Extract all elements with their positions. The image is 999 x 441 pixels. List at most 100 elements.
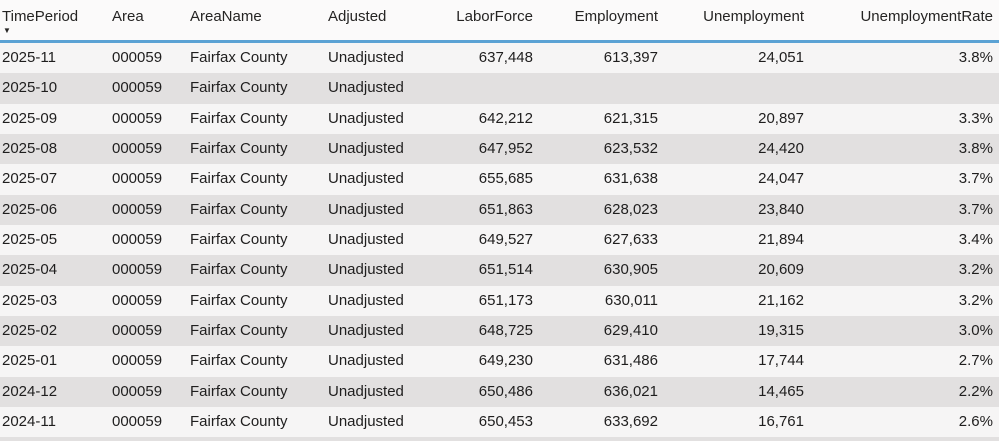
table-cell: 649,527 xyxy=(478,231,533,249)
table-cell: 649,230 xyxy=(478,352,533,370)
table-cell: Fairfax County xyxy=(190,79,288,97)
table-cell: 3.0% xyxy=(958,322,993,340)
table-cell: 000059 xyxy=(112,413,163,431)
table-cell: 642,212 xyxy=(478,109,533,127)
table-row: 2025-08 000059 Fairfax County Unadjusted 647… xyxy=(0,134,999,165)
table-row: 2024-11 000059 Fairfax County Unadjusted 650… xyxy=(0,407,999,438)
table-cell: 628,023 xyxy=(603,200,658,218)
table-cell: 17,744 xyxy=(758,352,804,370)
table-cell: Unadjusted xyxy=(328,231,404,249)
table-cell: 2025-04 xyxy=(2,261,58,279)
table-cell: 000059 xyxy=(112,170,163,188)
table-cell: 2025-02 xyxy=(2,322,58,340)
table-cell: 631,486 xyxy=(603,352,658,370)
table-cell xyxy=(804,73,999,103)
table-cell: Unadjusted xyxy=(328,79,404,97)
table-cell: Fairfax County xyxy=(190,261,288,279)
table-cell: 651,514 xyxy=(478,261,533,279)
table-cell: 2.2% xyxy=(958,382,993,400)
table-cell: 2024-12 xyxy=(2,382,58,400)
table-cell: Unadjusted xyxy=(328,413,404,431)
column-header-adjusted[interactable]: Adjusted xyxy=(328,8,387,25)
column-header-employment[interactable]: Employment xyxy=(574,8,658,25)
table-cell: 648,725 xyxy=(478,322,533,340)
table-cell: 627,633 xyxy=(603,231,658,249)
table-cell: 2.6% xyxy=(958,413,993,431)
table-row: 2025-05 000059 Fairfax County Unadjusted 649… xyxy=(0,225,999,256)
table-cell: 000059 xyxy=(112,200,163,218)
table-cell: 000059 xyxy=(112,291,163,309)
table-cell: 000059 xyxy=(112,352,163,370)
table-cell: 000059 xyxy=(112,140,163,158)
table-cell: 000059 xyxy=(112,109,163,127)
table-cell: 651,173 xyxy=(478,291,533,309)
table-cell: Unadjusted xyxy=(328,140,404,158)
table-cell: 3.8% xyxy=(958,49,993,66)
table-cell: 16,761 xyxy=(758,413,804,431)
table-cell: Fairfax County xyxy=(190,322,288,340)
table-header-row: TimePeriod ▼ Area AreaName Adjusted Labo… xyxy=(0,0,999,43)
table-cell: 24,047 xyxy=(758,170,804,188)
table-cell: 655,685 xyxy=(478,170,533,188)
table-cell xyxy=(658,73,804,103)
table-cell: 000059 xyxy=(112,79,163,97)
table-cell: 630,905 xyxy=(603,261,658,279)
column-header-laborforce[interactable]: LaborForce xyxy=(456,8,533,25)
table-cell: 3.2% xyxy=(958,291,993,309)
column-header-unemployment[interactable]: Unemployment xyxy=(703,8,804,25)
column-header-areaname[interactable]: AreaName xyxy=(190,8,262,25)
table-cell: 633,692 xyxy=(603,413,658,431)
table-cell: 24,051 xyxy=(758,49,804,66)
table-cell: Fairfax County xyxy=(190,413,288,431)
table-cell: Fairfax County xyxy=(190,140,288,158)
table-cell: Unadjusted xyxy=(328,170,404,188)
partial-next-row xyxy=(0,437,999,441)
table-body: 2025-11 000059 Fairfax County Unadjusted 637… xyxy=(0,43,999,438)
table-cell: 2025-01 xyxy=(2,352,58,370)
table-cell: 20,897 xyxy=(758,109,804,127)
table-cell: 21,162 xyxy=(758,291,804,309)
table-cell: 000059 xyxy=(112,261,163,279)
table-cell: 636,021 xyxy=(603,382,658,400)
table-cell: 2025-05 xyxy=(2,231,58,249)
table-cell: 630,011 xyxy=(604,291,658,309)
table-cell: 19,315 xyxy=(758,322,804,340)
column-header-unemploymentrate[interactable]: UnemploymentRate xyxy=(860,8,993,25)
table-cell: 3.7% xyxy=(958,200,993,218)
table-cell: 613,397 xyxy=(603,49,658,66)
column-header-area[interactable]: Area xyxy=(112,8,144,25)
table-cell: Unadjusted xyxy=(328,291,404,309)
table-cell: Fairfax County xyxy=(190,170,288,188)
table-cell: 2.7% xyxy=(958,352,993,370)
table-cell: 647,952 xyxy=(478,140,533,158)
table-cell: 650,486 xyxy=(478,382,533,400)
table-cell: Fairfax County xyxy=(190,109,288,127)
table-cell: 629,410 xyxy=(603,322,658,340)
table-cell: 3.8% xyxy=(958,140,993,158)
table-cell: 2025-11 xyxy=(2,49,56,66)
table-cell: 000059 xyxy=(112,322,163,340)
table-cell: 3.3% xyxy=(958,109,993,127)
table-cell: 000059 xyxy=(112,231,163,249)
table-cell: 23,840 xyxy=(758,200,804,218)
table-row: 2025-07 000059 Fairfax County Unadjusted 655… xyxy=(0,164,999,195)
table-cell: 2025-07 xyxy=(2,170,58,188)
table-cell: Fairfax County xyxy=(190,200,288,218)
column-header-timeperiod[interactable]: TimePeriod ▼ xyxy=(0,0,112,40)
table-cell: Unadjusted xyxy=(328,200,404,218)
table-cell: Fairfax County xyxy=(190,352,288,370)
table-cell xyxy=(437,73,533,103)
table-cell: 2025-06 xyxy=(2,200,58,218)
table-cell: 631,638 xyxy=(603,170,658,188)
table-cell: 2025-10 xyxy=(2,79,58,97)
table-cell: Unadjusted xyxy=(328,352,404,370)
table-cell: 2025-08 xyxy=(2,140,58,158)
table-cell: 2025-09 xyxy=(2,109,58,127)
sort-descending-icon: ▼ xyxy=(3,26,11,35)
table-cell: 24,420 xyxy=(758,140,804,158)
table-cell: 14,465 xyxy=(758,382,804,400)
table-row: 2025-02 000059 Fairfax County Unadjusted 648… xyxy=(0,316,999,347)
table-cell: Fairfax County xyxy=(190,382,288,400)
table-cell: 623,532 xyxy=(603,140,658,158)
